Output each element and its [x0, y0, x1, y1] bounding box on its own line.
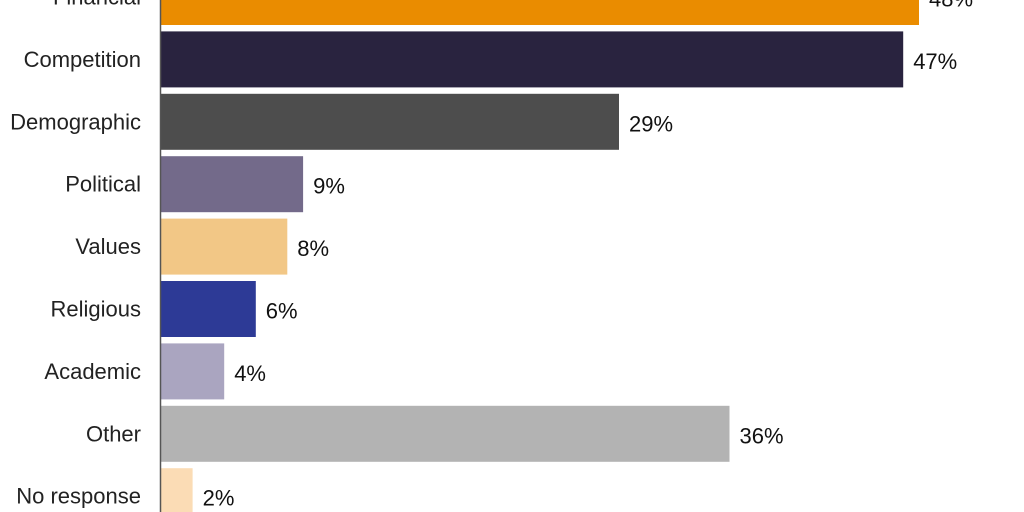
- bar-demographic: [161, 93, 619, 150]
- category-label-religious: Religious: [51, 297, 142, 322]
- value-label-demographic: 29%: [629, 111, 673, 136]
- category-label-financial: Financial: [53, 0, 141, 10]
- bar-academic: [161, 343, 225, 400]
- bar-religious: [161, 281, 256, 337]
- value-label-other: 36%: [740, 423, 784, 448]
- value-label-no-response: 2%: [203, 486, 235, 511]
- value-label-political: 9%: [313, 174, 345, 199]
- bars-group: [161, 0, 919, 512]
- value-label-academic: 4%: [234, 361, 266, 386]
- bar-political: [161, 156, 304, 213]
- value-label-religious: 6%: [266, 299, 298, 324]
- category-label-other: Other: [86, 421, 141, 446]
- bar-competition: [161, 31, 904, 88]
- bar-no-response: [161, 468, 193, 512]
- category-label-academic: Academic: [44, 359, 141, 384]
- value-label-competition: 47%: [913, 49, 957, 74]
- category-label-values: Values: [75, 234, 141, 259]
- category-label-demographic: Demographic: [10, 109, 141, 134]
- labels-group: Financial 48% Competition 47% Demographic 29%…: [10, 0, 973, 511]
- bar-financial: [161, 0, 919, 25]
- value-label-values: 8%: [297, 236, 329, 261]
- category-label-political: Political: [65, 172, 141, 197]
- bar-other: [161, 405, 730, 462]
- bar-values: [161, 218, 288, 275]
- category-label-competition: Competition: [24, 47, 141, 72]
- category-label-no-response: No response: [16, 484, 141, 509]
- value-label-financial: 48%: [929, 0, 973, 12]
